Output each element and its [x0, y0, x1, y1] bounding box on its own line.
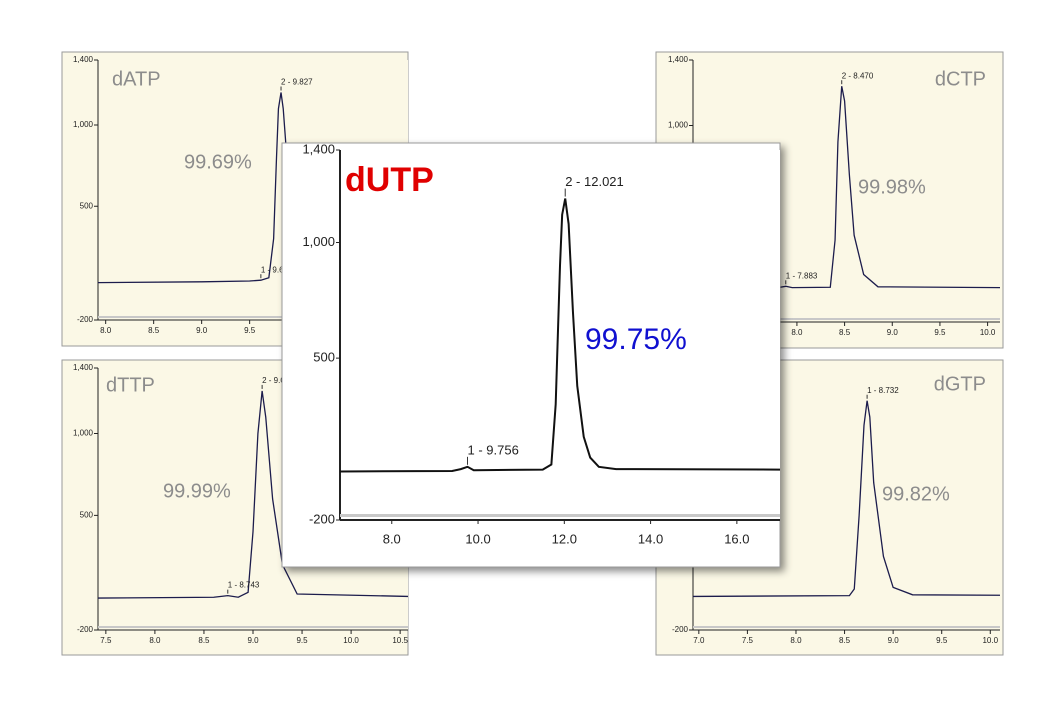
- x-tick-label: 8.5: [839, 636, 851, 645]
- x-tick-label: 14.0: [638, 531, 663, 546]
- y-tick-label: 500: [313, 350, 335, 365]
- x-tick-label: 9.0: [888, 636, 900, 645]
- purity-label: 99.82%: [882, 483, 950, 505]
- x-tick-label: 10.5: [392, 636, 408, 645]
- y-tick-label: 1,400: [302, 141, 335, 156]
- y-tick-label: 1,000: [73, 429, 94, 438]
- x-tick-label: 12.0: [552, 531, 577, 546]
- y-tick-label: -200: [77, 315, 94, 324]
- peak-label: 1 - 8.743: [228, 581, 260, 590]
- peak-label: 1 - 7.883: [786, 271, 818, 280]
- x-tick-label: 7.5: [100, 636, 112, 645]
- x-tick-label: 8.0: [383, 531, 401, 546]
- y-tick-label: -200: [309, 511, 335, 526]
- x-tick-label: 9.0: [247, 636, 259, 645]
- chromatogram-trace: [693, 86, 1000, 289]
- purity-label: 99.75%: [585, 323, 687, 356]
- y-tick-label: -200: [672, 625, 689, 634]
- purity-label: 99.99%: [163, 480, 231, 502]
- axis-band: [693, 626, 1000, 628]
- x-tick-label: 8.0: [791, 328, 803, 337]
- x-tick-label: 7.5: [742, 636, 754, 645]
- y-tick-label: 1,400: [73, 55, 94, 64]
- chromatogram-trace: [340, 198, 780, 473]
- axis-band: [340, 514, 780, 517]
- y-tick-label: 500: [80, 201, 94, 210]
- y-tick-label: 1,000: [73, 120, 94, 129]
- y-tick-label: 1,000: [302, 234, 335, 249]
- peak-label: 1 - 9.756: [468, 442, 519, 457]
- axis-band: [98, 316, 408, 318]
- purity-label: 99.69%: [184, 151, 252, 173]
- x-tick-label: 9.5: [296, 636, 308, 645]
- x-tick-label: 9.0: [196, 326, 208, 335]
- axis-band: [98, 626, 408, 628]
- peak-label: 2 - 9.827: [281, 78, 313, 87]
- chromatogram-panel: 1,400 1,000 500 -200 8.0 10.0 12.0 14.0 16.0 1 - …: [281, 141, 781, 568]
- plot-area: [340, 150, 780, 520]
- x-tick-label: 16.0: [724, 531, 749, 546]
- axis-band: [693, 318, 1000, 320]
- chromatogram-trace: [693, 400, 1000, 598]
- y-tick-label: 1,000: [668, 121, 689, 130]
- x-tick-label: 9.5: [244, 326, 256, 335]
- panel-title: dTTP: [106, 374, 155, 396]
- x-tick-label: 8.5: [839, 328, 851, 337]
- y-tick-label: 1,400: [73, 363, 94, 372]
- x-tick-label: 8.0: [149, 636, 161, 645]
- peak-label: 2 - 12.021: [565, 174, 624, 189]
- x-tick-label: 9.0: [887, 328, 899, 337]
- x-tick-label: 10.0: [982, 636, 998, 645]
- peak-label: 1 - 9.617: [261, 265, 293, 274]
- x-tick-label: 8.0: [100, 326, 112, 335]
- y-tick-label: 500: [80, 510, 94, 519]
- x-tick-label: 10.0: [980, 328, 996, 337]
- x-tick-label: 8.5: [198, 636, 210, 645]
- peak-label: 1 - 8.732: [867, 386, 899, 395]
- y-tick-label: 1,400: [668, 55, 689, 64]
- x-tick-label: 9.5: [934, 328, 946, 337]
- x-tick-label: 7.0: [693, 636, 705, 645]
- peak-label: 2 - 8.470: [842, 71, 874, 80]
- x-tick-label: 8.0: [790, 636, 802, 645]
- peak-label: 2 - 9.093: [262, 376, 294, 385]
- panel-title: dATP: [112, 68, 161, 90]
- x-tick-label: 10.0: [343, 636, 359, 645]
- y-tick-label: -200: [77, 625, 94, 634]
- x-tick-label: 8.5: [148, 326, 160, 335]
- panel-title: dUTP: [345, 161, 434, 199]
- purity-label: 99.98%: [858, 176, 926, 198]
- x-tick-label: 9.5: [936, 636, 948, 645]
- panel-title: dGTP: [934, 373, 986, 395]
- panel-title: dCTP: [935, 68, 986, 90]
- x-tick-label: 10.0: [465, 531, 490, 546]
